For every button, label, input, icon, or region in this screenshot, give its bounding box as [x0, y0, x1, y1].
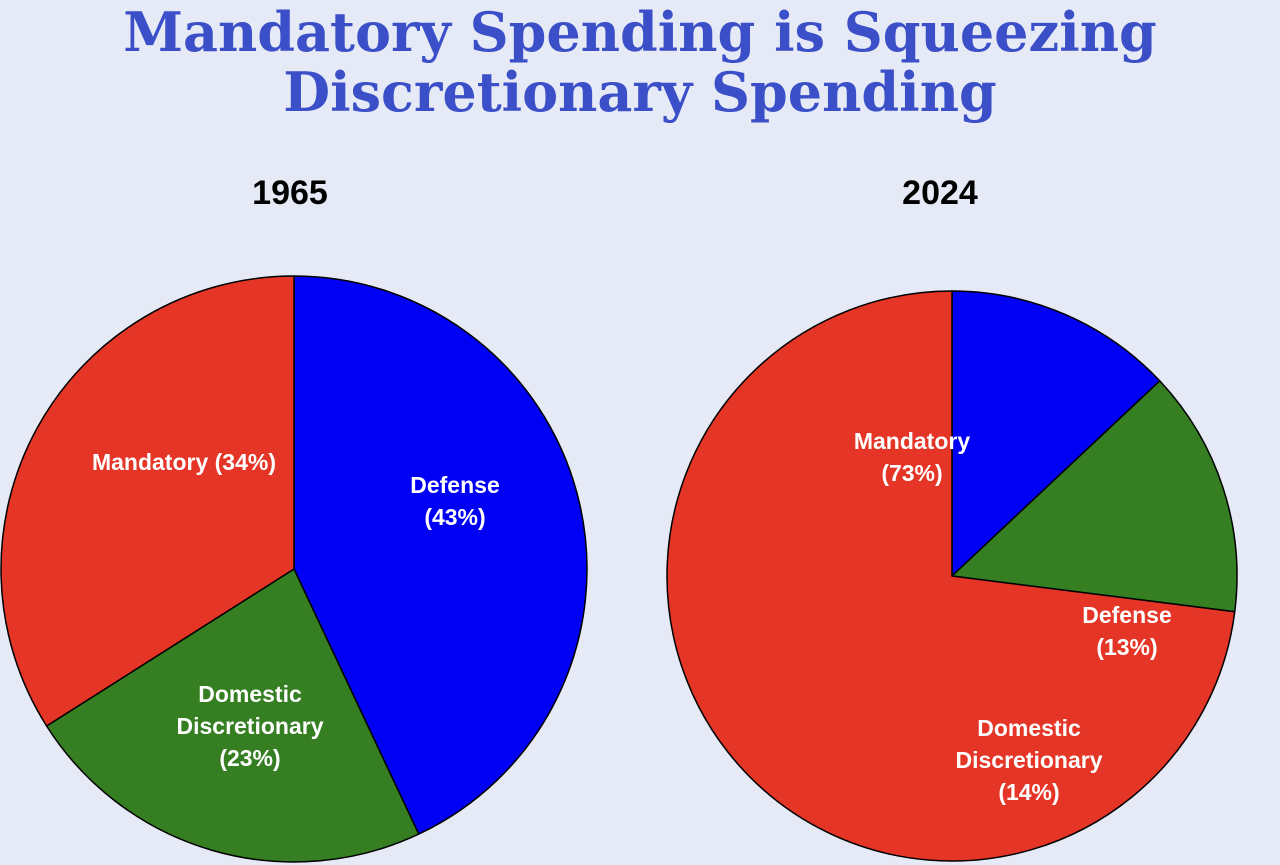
chart-title: Mandatory Spending is Squeezing Discreti…	[0, 0, 1280, 122]
pie-label-line: (43%)	[424, 504, 485, 530]
pie-label-line: Defense	[1082, 602, 1171, 628]
pie-slice-defense-2024	[951, 290, 1161, 577]
pie-label-line: Discretionary	[955, 747, 1102, 773]
pie-slice-defense-1965	[293, 275, 588, 835]
pie-chart-1965: 1965 Defense (43%) Domestic Discretionary (23…	[0, 174, 588, 863]
pie-label-domestic-discretionary-1965: Domestic Discretionary (23%)	[176, 681, 323, 771]
pie-label-line: Domestic	[977, 715, 1081, 741]
pie-label-line: Discretionary	[176, 713, 323, 739]
pie-label-line: (23%)	[219, 745, 280, 771]
pie-label-line: Mandatory (34%)	[92, 449, 276, 475]
chart-title-line-2: Discretionary Spending	[283, 60, 997, 124]
pie-chart-2024: 2024 Defense (13%) Domestic Discretionary (14…	[666, 174, 1238, 862]
pie-title-1965: 1965	[252, 174, 328, 212]
pie-label-mandatory-1965: Mandatory (34%)	[92, 449, 276, 475]
pie-label-line: Defense	[410, 472, 499, 498]
pie-label-mandatory-2024: Mandatory (73%)	[854, 428, 971, 486]
pie-title-2024: 2024	[902, 174, 978, 212]
pie-label-defense-1965: Defense (43%)	[410, 472, 499, 530]
pie-slice-mandatory-2024	[666, 290, 1236, 862]
pie-slice-mandatory-1965	[0, 275, 295, 727]
chart-title-line-1: Mandatory Spending is Squeezing	[123, 0, 1157, 64]
pie-label-line: Mandatory	[854, 428, 971, 454]
pie-slice-domestic-discretionary-1965	[45, 568, 420, 863]
pie-slice-domestic-discretionary-2024	[951, 380, 1238, 613]
pie-label-domestic-discretionary-2024: Domestic Discretionary (14%)	[955, 715, 1102, 805]
pie-label-defense-2024: Defense (13%)	[1082, 602, 1171, 660]
pie-label-line: (73%)	[881, 460, 942, 486]
pie-label-line: (14%)	[998, 779, 1059, 805]
pie-label-line: Domestic	[198, 681, 302, 707]
pie-label-line: (13%)	[1096, 634, 1157, 660]
